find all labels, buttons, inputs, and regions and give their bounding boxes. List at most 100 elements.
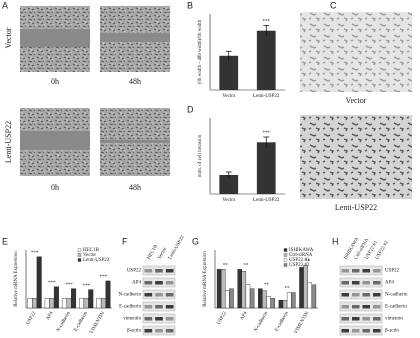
blot-band [362, 317, 370, 321]
blot-strip [142, 325, 176, 336]
blot-band [352, 329, 360, 333]
significance: ** [264, 283, 270, 288]
protein-label: β-actin [127, 329, 141, 334]
blot-band [341, 305, 349, 309]
panel-letter: F [122, 236, 128, 246]
blot-band [352, 281, 360, 285]
legend-swatch [77, 248, 82, 252]
blot-band [362, 305, 370, 309]
protein-label: USP22 [127, 269, 142, 274]
bar [88, 289, 94, 309]
bar [219, 55, 239, 90]
bar [49, 298, 55, 309]
x-tick-label: USP22 [217, 311, 229, 326]
panel-letter: A [2, 0, 8, 10]
image-label: Lenti-USP22 [335, 203, 377, 212]
protein-label: N-cadherin [119, 293, 142, 298]
time-label: 0h [51, 77, 59, 86]
x-tick-label: Lenti-USP22 [253, 94, 280, 99]
bar [256, 142, 276, 194]
lane-label: Lenti-USP22 [168, 235, 186, 261]
blot-strip [339, 289, 383, 300]
blot-band [362, 281, 370, 285]
protein-label: vimentin [123, 317, 141, 322]
significance: *** [263, 131, 271, 136]
bar [83, 298, 89, 309]
legend-swatch [77, 258, 82, 262]
bar [270, 298, 275, 309]
legend-label: Lenti-USP22 [83, 258, 110, 263]
blot-strip [339, 301, 383, 312]
panel-letter: H [332, 236, 339, 246]
significance: ** [243, 263, 249, 268]
blot-band [352, 305, 360, 309]
bar [311, 284, 317, 309]
time-label: 0h [51, 183, 59, 192]
x-tick-label: AP4 [46, 311, 55, 322]
significance: ** [223, 263, 229, 268]
blot-band [144, 293, 153, 297]
blot-band [373, 305, 381, 309]
y-axis-title: Relative mRNA Expression [14, 251, 19, 307]
x-tick-label: N-cadherin [254, 311, 270, 333]
bar [256, 30, 276, 90]
blot-band [341, 317, 349, 321]
blot-band [341, 281, 349, 285]
bar [299, 267, 304, 309]
row-label: Lenti-USP22 [4, 121, 13, 163]
bar [303, 265, 308, 309]
significance: *** [65, 283, 73, 288]
lane-label: Vector [157, 246, 168, 260]
legend-label: USP22 #1 [289, 258, 310, 263]
blot-band [362, 269, 370, 273]
blot-band [144, 305, 153, 309]
protein-label: E-cadherin [385, 305, 407, 310]
legend-swatch [283, 248, 288, 252]
blot-band [341, 269, 349, 273]
blot-band [373, 281, 381, 285]
bar [66, 298, 72, 309]
blot-band [352, 269, 360, 273]
bar [249, 288, 255, 309]
panel-letter: B [187, 0, 193, 10]
blot-band [155, 269, 163, 273]
blot-band [352, 317, 360, 321]
x-tick-label: E-cadherin [74, 311, 90, 333]
bar [216, 269, 222, 309]
bar [44, 298, 50, 309]
bar [105, 280, 111, 309]
bar [286, 292, 292, 309]
blot-band [341, 293, 349, 297]
legend-swatch [283, 253, 288, 257]
time-label: 48h [129, 183, 141, 192]
legend-swatch [77, 253, 82, 257]
blot-band [144, 269, 153, 273]
legend-label: USP22 #2 [289, 263, 310, 268]
bar [291, 292, 296, 309]
bar [100, 298, 106, 309]
blot-band [144, 281, 153, 285]
bar [237, 269, 242, 309]
bar [245, 284, 251, 309]
blot-band [155, 329, 163, 333]
bar [258, 288, 263, 309]
blot-band [144, 317, 153, 321]
blot-band [373, 329, 381, 333]
time-label: 48h [129, 77, 141, 86]
protein-label: USP22 [385, 269, 400, 274]
legend-swatch [283, 258, 288, 262]
y-axis-title: Relative mRNA Expression [203, 251, 208, 307]
bar [262, 290, 267, 309]
blot-strip [339, 277, 383, 288]
bar [96, 298, 102, 309]
bar [53, 286, 59, 309]
blot-band [362, 329, 370, 333]
legend-label: ISHIKAWA [289, 248, 314, 253]
bar [61, 298, 67, 309]
blot-strip [142, 289, 176, 300]
blot-band [165, 269, 174, 273]
blot-band [165, 281, 174, 285]
y-axis-title: (0h width - 48h width)/0h width [198, 19, 203, 84]
blot-band [373, 293, 381, 297]
